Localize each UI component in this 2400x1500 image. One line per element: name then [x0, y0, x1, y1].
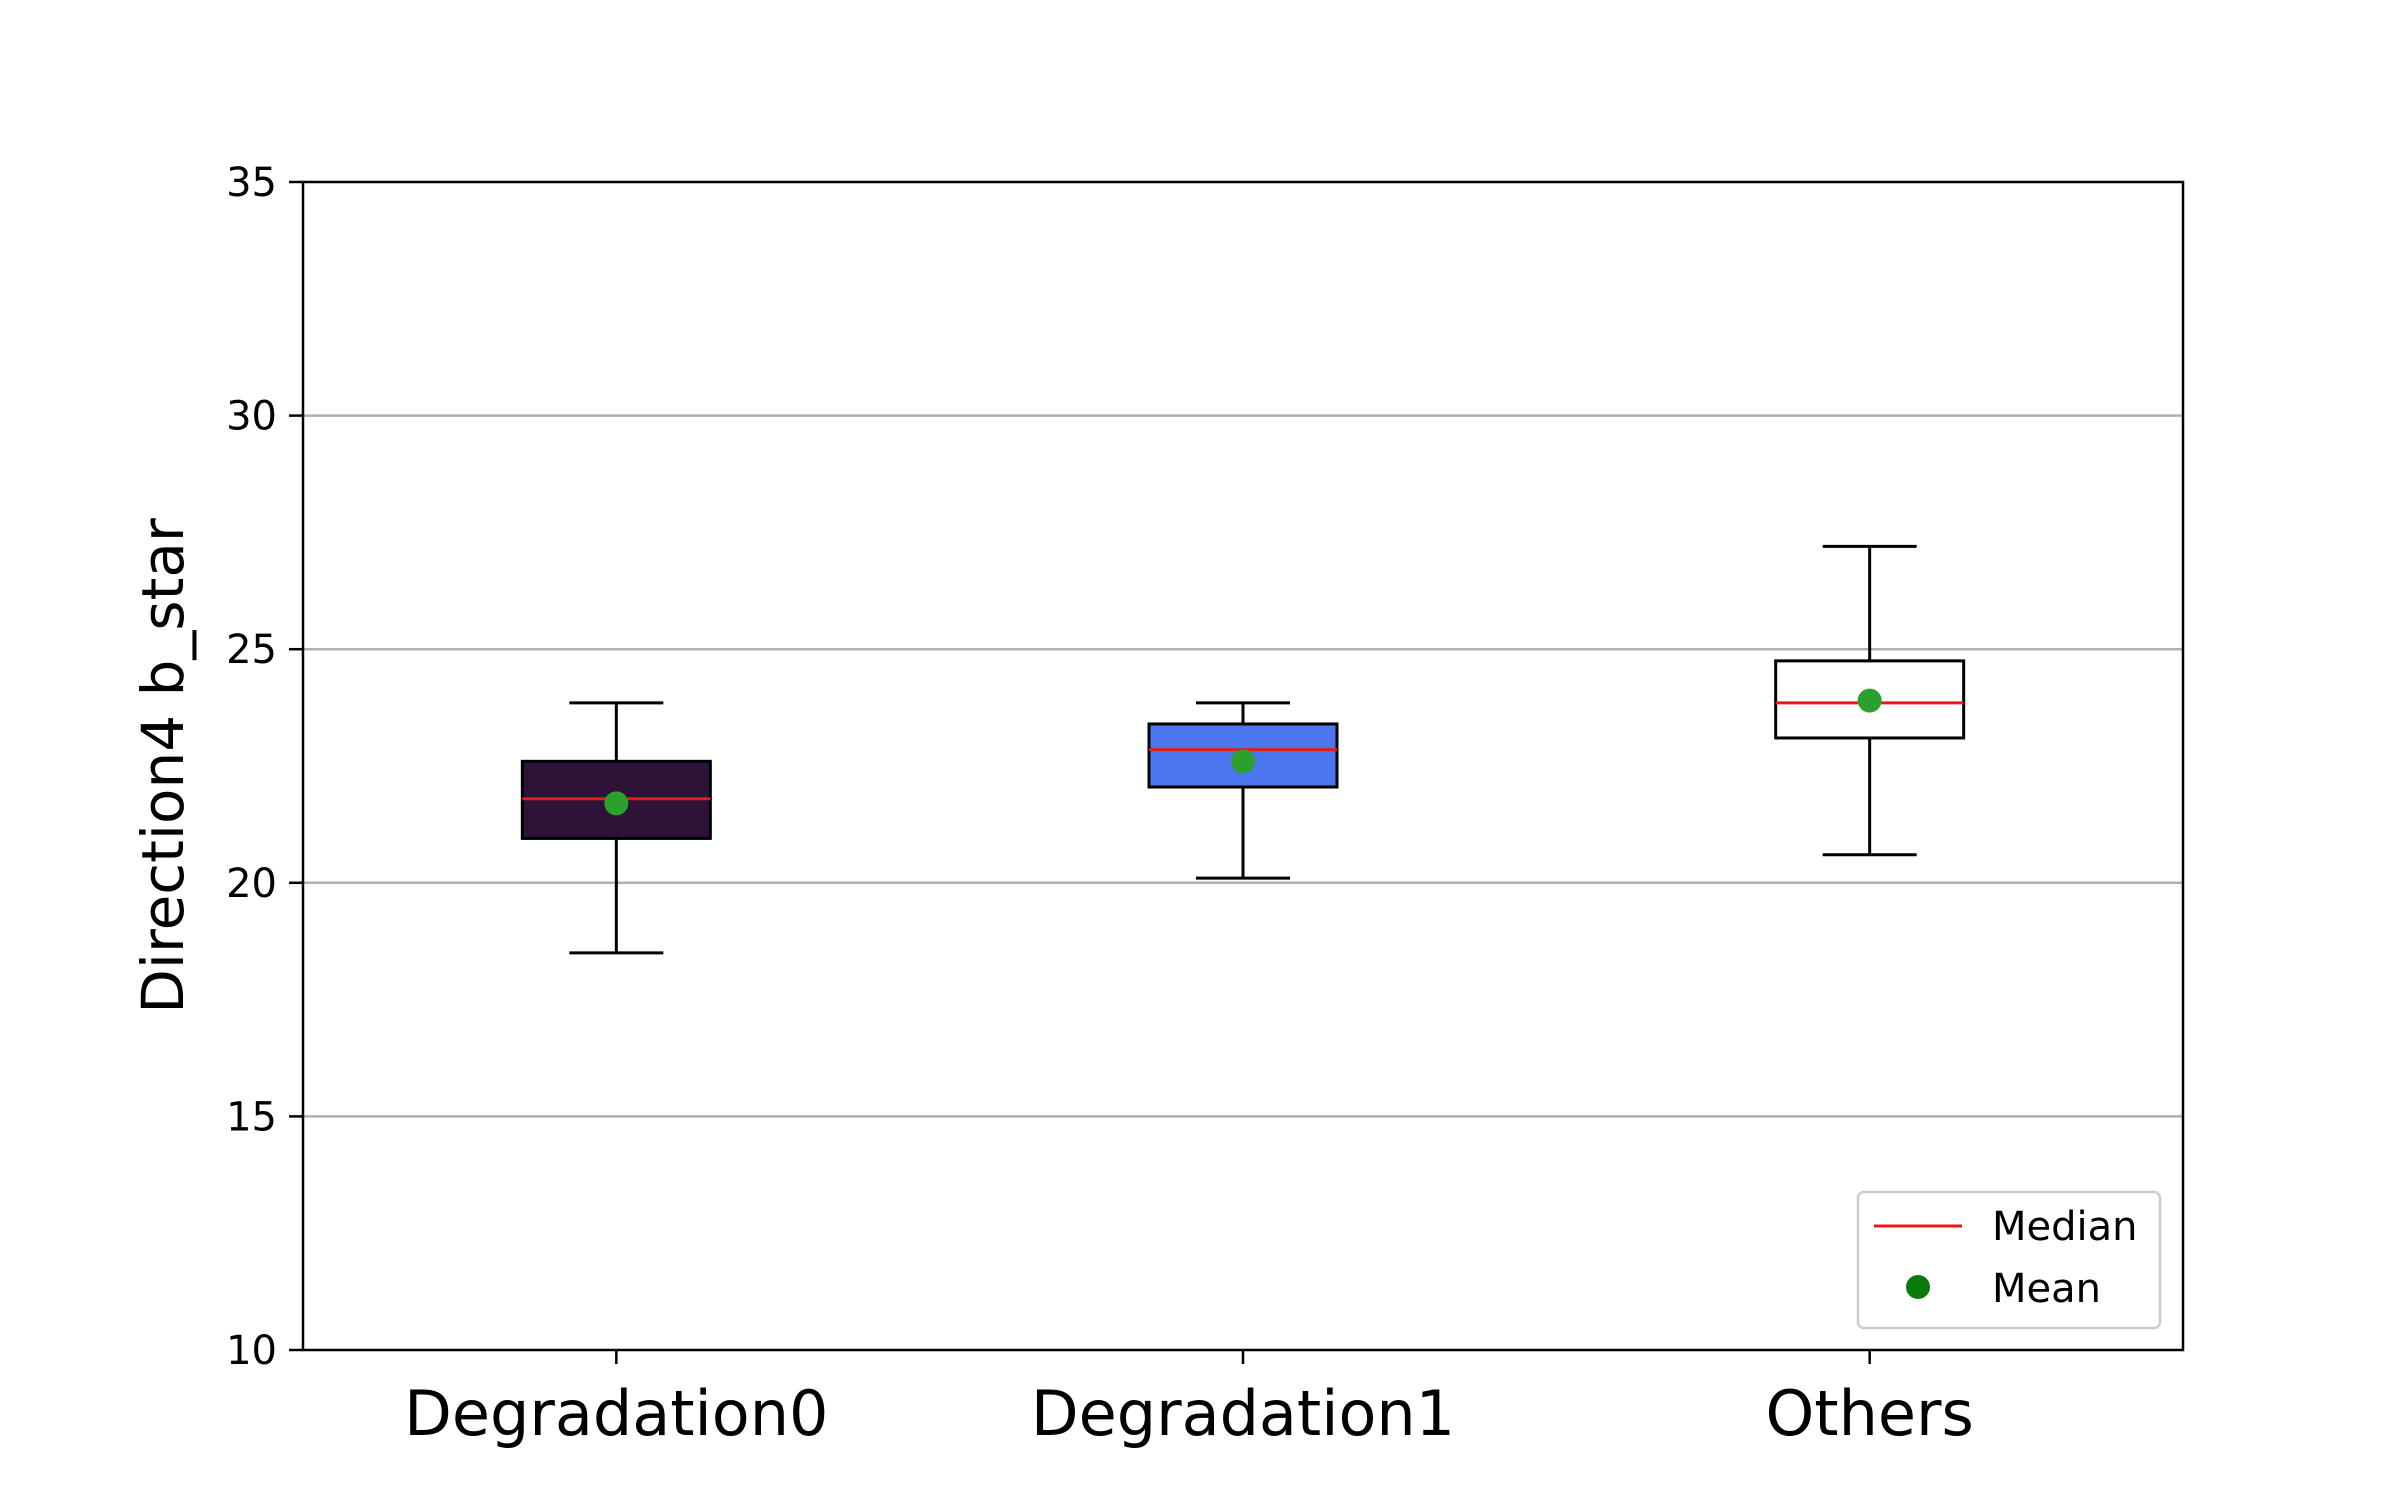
legend: Median Mean [1856, 1190, 2162, 1330]
mean-marker [1231, 749, 1255, 774]
y-tick-label: 25 [226, 627, 277, 673]
legend-mean-label: Mean [1992, 1266, 2101, 1312]
x-axis: Degradation0 Degradation1 Others [404, 1350, 1974, 1450]
y-tick-label: 30 [226, 394, 277, 440]
box-degradation1 [1147, 701, 1339, 880]
box-series [520, 544, 1966, 955]
y-axis-label: Direction4 b_star [129, 518, 197, 1014]
legend-median-label: Median [1992, 1204, 2138, 1250]
box-degradation0 [520, 701, 712, 955]
y-tick-label: 35 [226, 160, 277, 206]
x-tick-label: Degradation0 [404, 1377, 828, 1450]
mean-marker [604, 791, 629, 816]
y-tick-label: 10 [226, 1328, 277, 1374]
mean-marker [1857, 688, 1882, 713]
legend-mean-swatch [1906, 1275, 1930, 1299]
y-tick-label: 20 [226, 861, 277, 907]
x-tick-label: Degradation1 [1031, 1377, 1455, 1450]
y-tick-label: 15 [226, 1094, 277, 1140]
y-axis: 10 15 20 25 30 35 [226, 160, 303, 1374]
x-tick-label: Others [1765, 1377, 1973, 1450]
box-others [1774, 544, 1966, 857]
